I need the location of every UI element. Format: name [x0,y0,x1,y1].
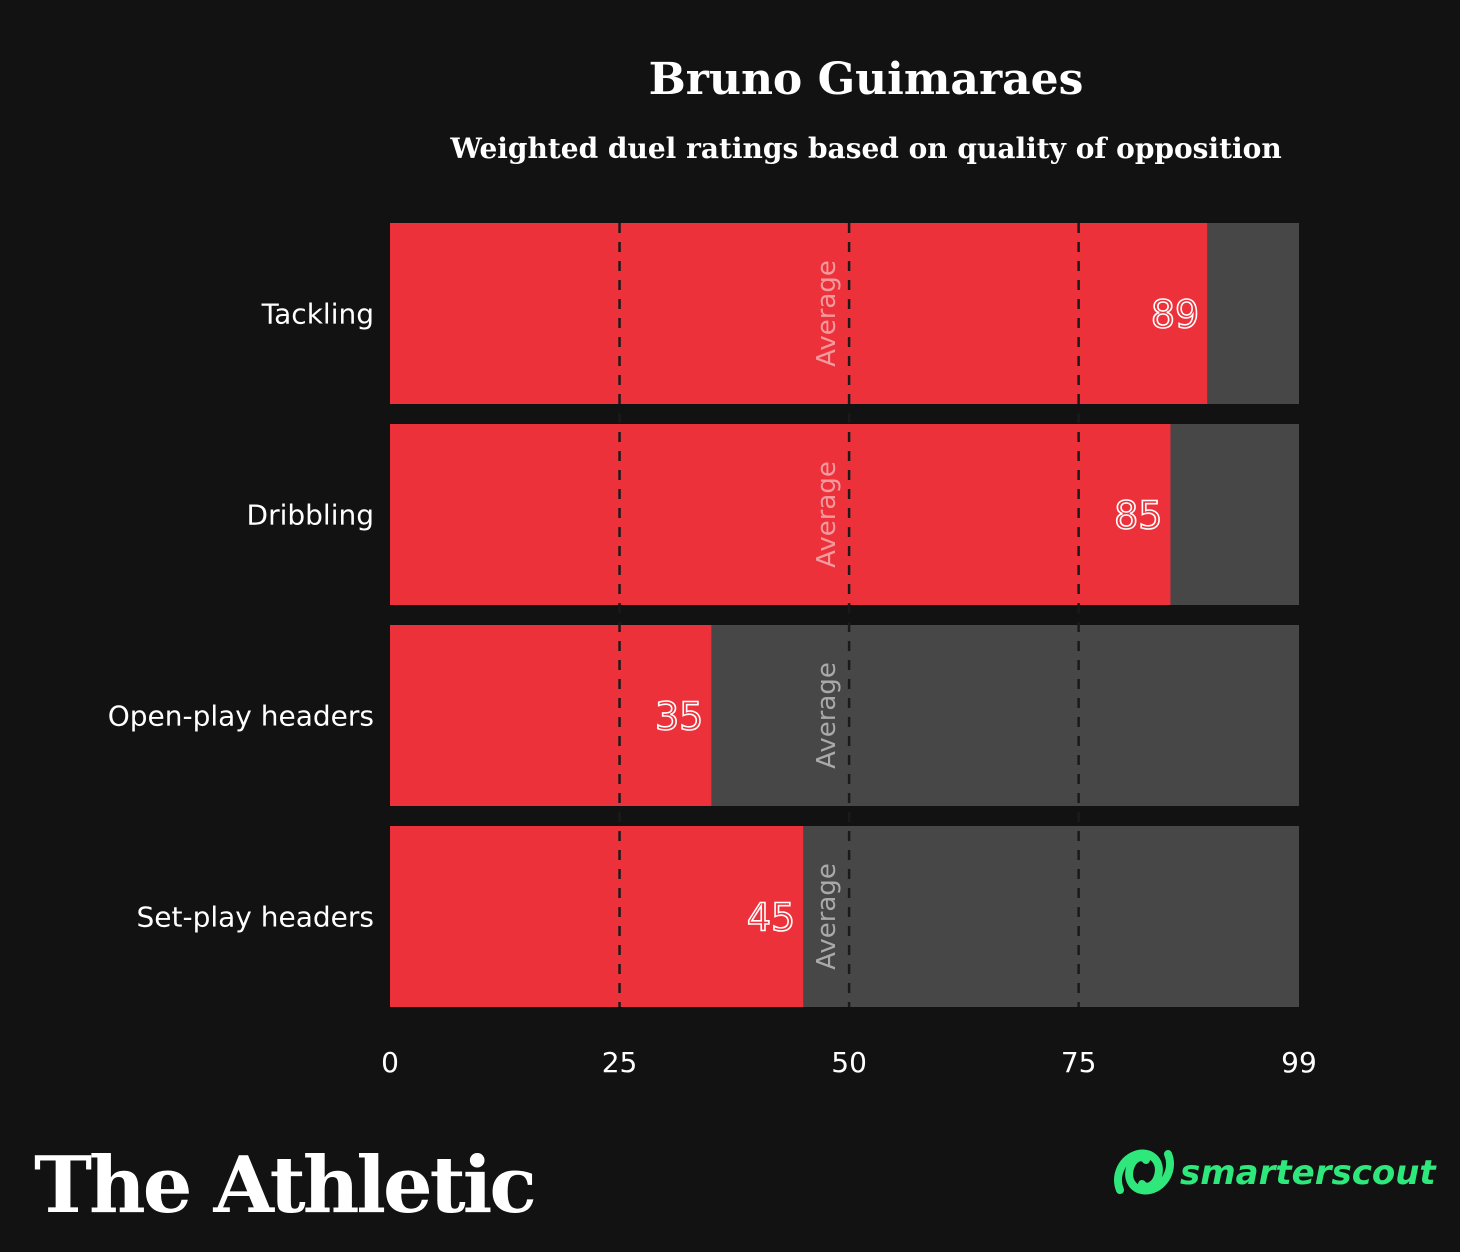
category-label: Dribbling [247,499,374,532]
value-label: 85 [1114,494,1162,538]
x-tick-label: 0 [381,1046,399,1079]
bar [390,625,712,806]
bar [390,223,1208,404]
chart-subtitle: Weighted duel ratings based on quality o… [449,132,1281,165]
bar [390,826,804,1007]
average-label: Average [812,662,842,769]
value-label: 35 [655,695,703,739]
value-label: 45 [747,896,795,940]
x-tick-label: 75 [1061,1046,1097,1079]
chart-title: Bruno Guimaraes [649,54,1084,105]
bar [390,424,1171,605]
data-source-logo-text: smarterscout [1180,1153,1437,1193]
x-axis-ticks: 0 25 50 75 99 [381,1046,1317,1079]
category-label: Tackling [261,298,374,331]
x-tick-label: 99 [1281,1046,1317,1079]
labels-layer: Tackling 89 Average Dribbling 85 Average Open-… [108,260,1200,970]
category-label: Set-play headers [137,901,375,934]
average-label: Average [812,260,842,367]
average-label: Average [812,461,842,568]
category-label: Open-play headers [108,700,374,733]
x-tick-label: 25 [602,1046,638,1079]
x-tick-label: 50 [831,1046,867,1079]
reference-lines [618,223,1080,1007]
publisher-logo: The Athletic [34,1140,534,1231]
value-label: 89 [1151,293,1199,337]
smarterscout-logo-icon [1114,1149,1174,1195]
bars-layer [390,223,1299,1007]
average-label: Average [812,863,842,970]
